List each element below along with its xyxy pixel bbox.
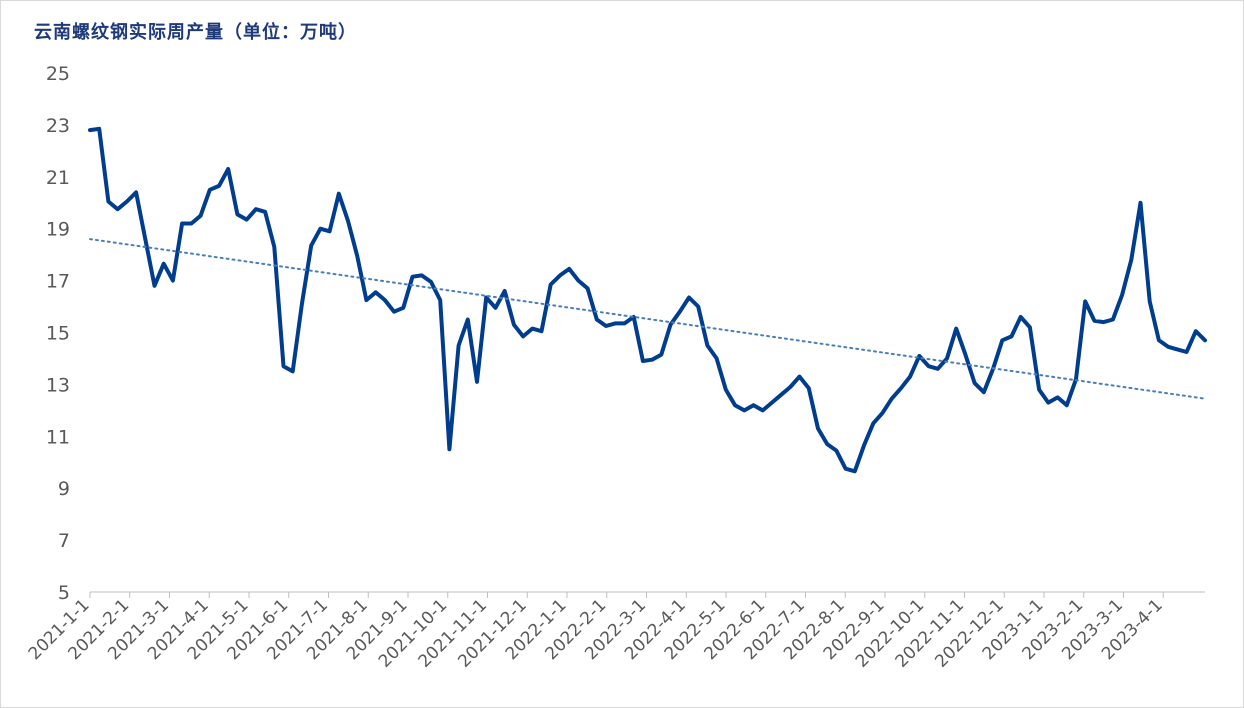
y-tick-label: 9 (58, 478, 70, 500)
y-tick-label: 15 (46, 323, 70, 345)
trend-line (89, 238, 1206, 400)
y-tick-label: 13 (46, 374, 70, 396)
y-tick-label: 25 (46, 63, 70, 85)
y-tick-label: 11 (46, 426, 70, 448)
y-tick-label: 23 (46, 115, 70, 137)
y-tick-label: 5 (58, 582, 70, 604)
y-tick-label: 21 (46, 167, 70, 189)
y-tick-label: 19 (46, 219, 70, 241)
y-tick-label: 7 (58, 530, 70, 552)
chart-title: 云南螺纹钢实际周产量（单位：万吨） (34, 22, 357, 43)
y-tick-label: 17 (46, 271, 70, 293)
series-line (88, 126, 1207, 474)
